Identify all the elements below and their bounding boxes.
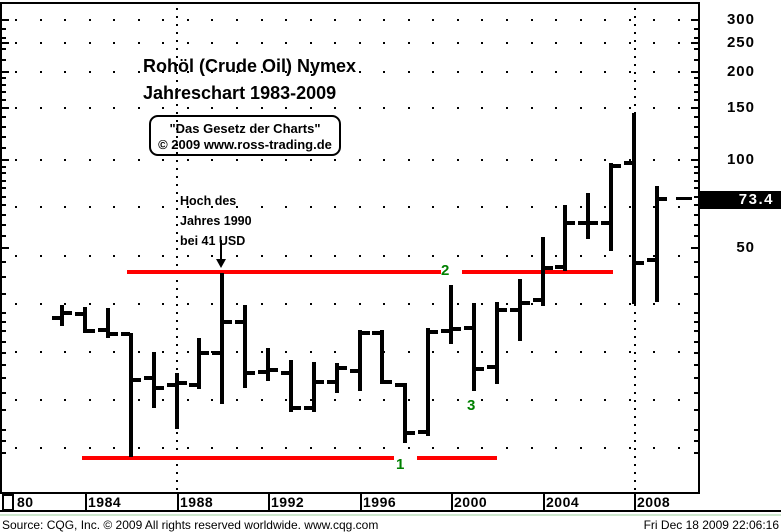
x-axis-label-2000: 2000 xyxy=(454,494,488,510)
chart-title-line1: Rohöl (Crude Oil) Nymex xyxy=(143,56,357,76)
x-axis-label-80: 80 xyxy=(17,494,34,510)
resistance-line-2-right xyxy=(462,270,613,274)
support-line-1-left xyxy=(82,456,394,460)
status-bar: Source: CQG, Inc. © 2009 All rights rese… xyxy=(0,517,781,532)
annotation-line1: Hoch des xyxy=(180,194,237,208)
x-axis-label-1996: 1996 xyxy=(363,494,397,510)
line-label-1: 1 xyxy=(396,456,405,473)
x-axis-label-1988: 1988 xyxy=(180,494,214,510)
statusbar-divider xyxy=(0,514,781,516)
y-axis-label-50: 50 xyxy=(736,239,755,256)
plot-border-top xyxy=(0,2,700,4)
support-line-1-right xyxy=(417,456,497,460)
watermark-line2: © 2009 www.ross-trading.de xyxy=(158,137,332,152)
plot-border-left xyxy=(0,2,2,492)
annotation-line2: Jahres 1990 xyxy=(180,214,252,228)
y-axis-label-150: 150 xyxy=(726,99,755,116)
axis-row-bottom-line xyxy=(0,510,781,512)
y-axis-label-300: 300 xyxy=(726,11,755,28)
chart-title: Rohöl (Crude Oil) Nymex Jahreschart 1983… xyxy=(143,53,356,107)
watermark-line1: "Das Gesetz der Charts" xyxy=(169,121,321,136)
y-axis-label-250: 250 xyxy=(726,34,755,51)
status-source-text: Source: CQG, Inc. © 2009 All rights rese… xyxy=(2,518,379,532)
annotation-arrow-icon xyxy=(220,240,222,260)
axis-corner-box xyxy=(2,494,14,511)
chart-title-line2: Jahreschart 1983-2009 xyxy=(143,83,337,103)
y-axis-label-200: 200 xyxy=(726,63,755,80)
x-axis-label-1984: 1984 xyxy=(88,494,122,510)
last-price-dash xyxy=(676,197,692,200)
y-axis-label-100: 100 xyxy=(726,151,755,168)
x-axis-label-2008: 2008 xyxy=(637,494,671,510)
resistance-line-2-left xyxy=(127,270,441,274)
x-axis-line xyxy=(0,492,700,494)
watermark-box: "Das Gesetz der Charts" © 2009 www.ross-… xyxy=(149,115,341,156)
point-label-3: 3 xyxy=(467,397,476,414)
plot-border-right xyxy=(698,2,700,492)
line-label-2: 2 xyxy=(441,262,450,279)
annotation-line3: bei 41 USD xyxy=(180,234,246,248)
x-axis-label-2004: 2004 xyxy=(546,494,580,510)
x-axis-label-1992: 1992 xyxy=(271,494,305,510)
annotation-arrowhead-icon xyxy=(216,259,226,268)
status-timestamp: Fri Dec 18 2009 22:06:16 xyxy=(643,518,779,532)
last-price-badge: 73.4 xyxy=(700,191,781,209)
annotation-1990-high: Hoch des Jahres 1990 bei 41 USD xyxy=(180,191,252,251)
